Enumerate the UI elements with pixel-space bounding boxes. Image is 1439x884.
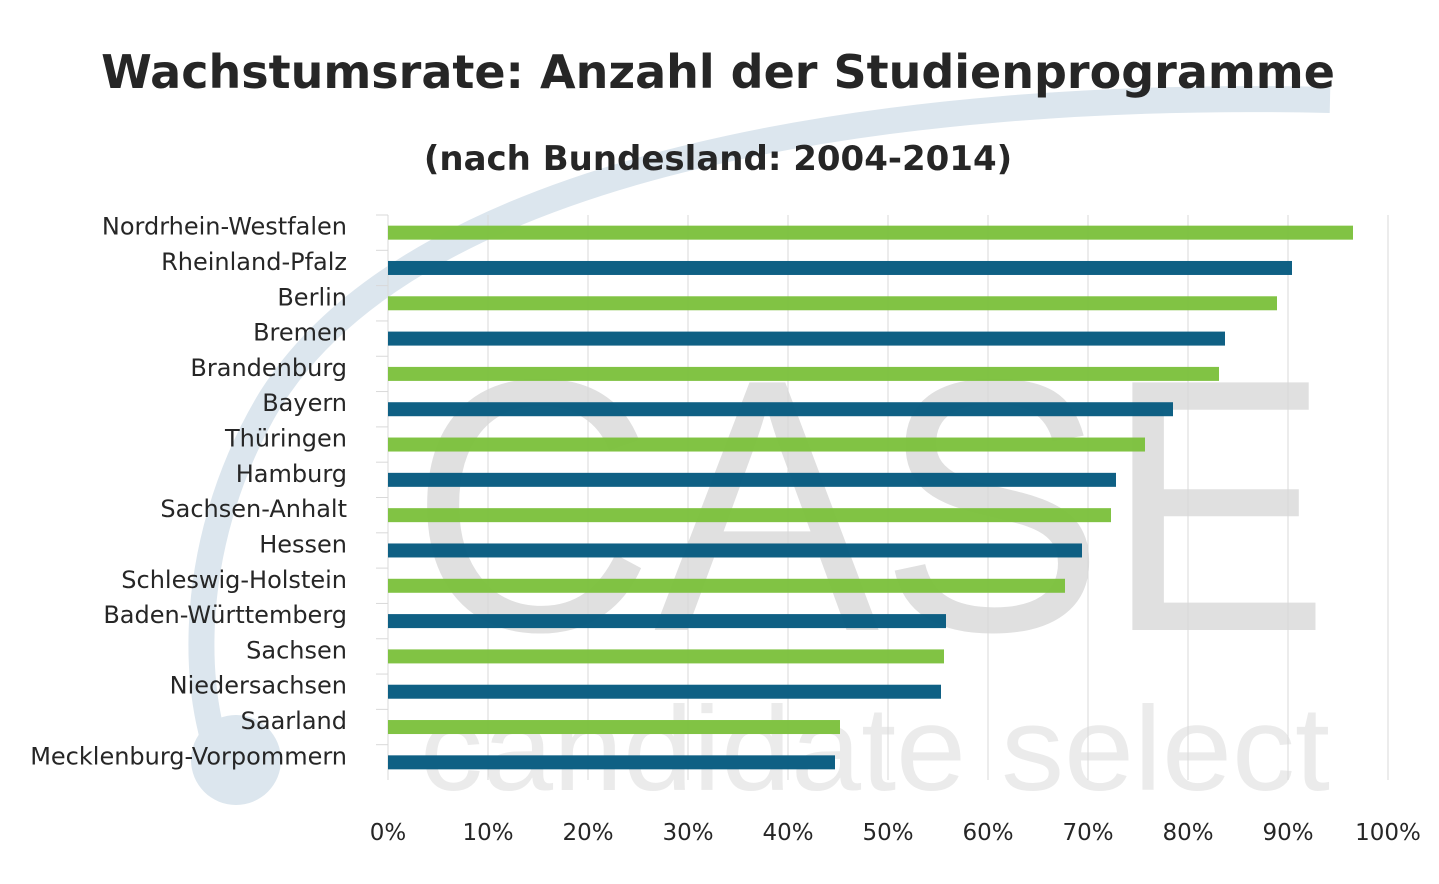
category-label: Sachsen-Anhalt bbox=[160, 495, 347, 523]
x-tick-label: 70% bbox=[1062, 820, 1113, 846]
bar bbox=[388, 437, 1145, 452]
category-label: Nordrhein-Westfalen bbox=[102, 213, 347, 241]
category-label: Baden-Württemberg bbox=[103, 601, 347, 629]
x-tick-label: 100% bbox=[1355, 820, 1421, 846]
category-label: Hamburg bbox=[236, 460, 347, 488]
category-label: Bremen bbox=[253, 319, 347, 347]
x-tick-label: 10% bbox=[462, 820, 513, 846]
category-label: Thüringen bbox=[224, 425, 347, 453]
x-tick-label: 90% bbox=[1262, 820, 1313, 846]
bar bbox=[388, 402, 1173, 417]
category-label: Hessen bbox=[259, 530, 347, 558]
bar bbox=[388, 260, 1292, 275]
bar bbox=[388, 684, 941, 699]
chart-subtitle: (nach Bundesland: 2004-2014) bbox=[424, 139, 1012, 179]
bars bbox=[388, 225, 1353, 770]
x-tick-label: 20% bbox=[562, 820, 613, 846]
category-labels: Nordrhein-Westfalen Rheinland-Pfalz Berlin… bbox=[30, 213, 347, 771]
bar bbox=[388, 472, 1116, 487]
category-label: Sachsen bbox=[246, 636, 347, 664]
bar bbox=[388, 296, 1277, 311]
x-tick-label: 40% bbox=[762, 820, 813, 846]
bar bbox=[388, 366, 1219, 381]
watermark-arc bbox=[188, 86, 1331, 798]
watermark-dot bbox=[191, 715, 281, 805]
bar bbox=[388, 720, 840, 735]
category-label: Brandenburg bbox=[190, 354, 347, 382]
category-label: Schleswig-Holstein bbox=[121, 566, 347, 594]
bar bbox=[388, 225, 1353, 240]
category-label: Niedersachsen bbox=[170, 672, 347, 700]
bar bbox=[388, 649, 944, 664]
x-tick-label: 0% bbox=[370, 820, 407, 846]
bar bbox=[388, 614, 946, 629]
watermark-logo: CASE candidate select bbox=[188, 86, 1331, 816]
bar bbox=[388, 755, 835, 770]
bar bbox=[388, 508, 1111, 523]
category-label: Saarland bbox=[241, 707, 347, 735]
watermark-tagline: candidate select bbox=[420, 682, 1330, 816]
bar bbox=[388, 543, 1082, 558]
bar bbox=[388, 578, 1065, 593]
x-tick-label: 60% bbox=[962, 820, 1013, 846]
x-tick-label: 80% bbox=[1162, 820, 1213, 846]
x-tick-label: 50% bbox=[862, 820, 913, 846]
category-label: Bayern bbox=[262, 389, 347, 417]
category-label: Mecklenburg-Vorpommern bbox=[30, 742, 347, 770]
x-tick-label: 30% bbox=[662, 820, 713, 846]
bar bbox=[388, 331, 1225, 346]
category-label: Berlin bbox=[277, 283, 347, 311]
category-label: Rheinland-Pfalz bbox=[161, 248, 347, 276]
watermark-case-text: CASE bbox=[410, 305, 1330, 707]
chart-title: Wachstumsrate: Anzahl der Studienprogram… bbox=[101, 45, 1335, 99]
x-axis-ticks: 0% 10% 20% 30% 40% 50% 60% 70% 80% 90% 100% bbox=[370, 820, 1421, 846]
